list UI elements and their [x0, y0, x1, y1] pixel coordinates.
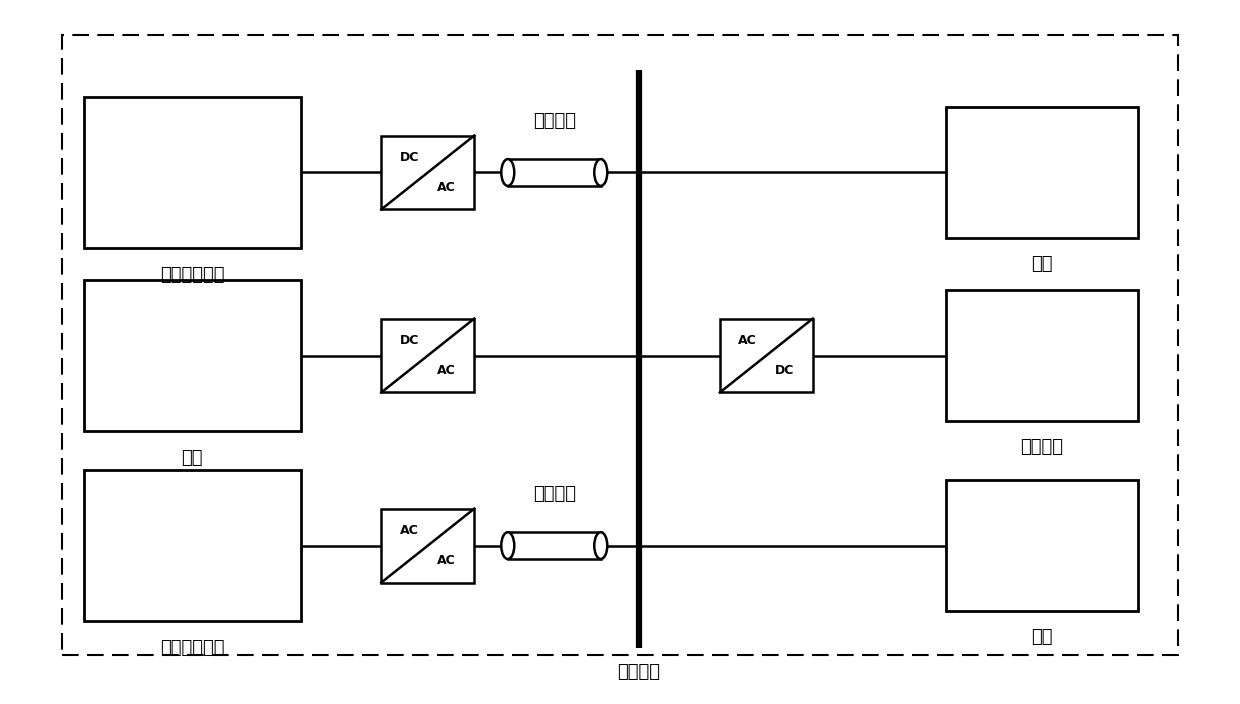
- Bar: [945, 108, 1138, 238]
- Text: 交流母线: 交流母线: [618, 663, 660, 681]
- Bar: [84, 97, 300, 249]
- Text: 线路阻抗: 线路阻抗: [533, 111, 575, 130]
- Bar: [508, 532, 601, 559]
- Text: 负荷: 负荷: [1030, 256, 1053, 273]
- Text: 负荷: 负荷: [181, 449, 203, 467]
- Bar: [382, 508, 474, 583]
- Text: 光伏发电系统: 光伏发电系统: [160, 266, 224, 284]
- Text: 线路阻抗: 线路阻抗: [533, 484, 575, 503]
- Text: AC: AC: [436, 554, 456, 567]
- Bar: [62, 35, 1178, 655]
- Ellipse shape: [594, 532, 608, 559]
- Ellipse shape: [501, 532, 515, 559]
- Text: AC: AC: [436, 181, 456, 194]
- Text: DC: DC: [399, 151, 419, 164]
- Bar: [382, 135, 474, 210]
- Ellipse shape: [501, 159, 515, 186]
- Text: 风力发电系统: 风力发电系统: [160, 639, 224, 657]
- Bar: [382, 318, 474, 393]
- Bar: [84, 279, 300, 431]
- Text: DC: DC: [399, 334, 419, 347]
- Bar: [719, 318, 813, 393]
- Text: AC: AC: [399, 524, 419, 537]
- Text: 储能系统: 储能系统: [1021, 438, 1063, 456]
- Bar: [945, 480, 1138, 610]
- Text: AC: AC: [738, 334, 758, 347]
- Bar: [508, 159, 601, 186]
- Text: 负荷: 负荷: [1030, 628, 1053, 646]
- Ellipse shape: [594, 159, 608, 186]
- Text: DC: DC: [775, 364, 795, 377]
- Text: AC: AC: [436, 364, 456, 377]
- Bar: [945, 291, 1138, 421]
- Bar: [84, 470, 300, 621]
